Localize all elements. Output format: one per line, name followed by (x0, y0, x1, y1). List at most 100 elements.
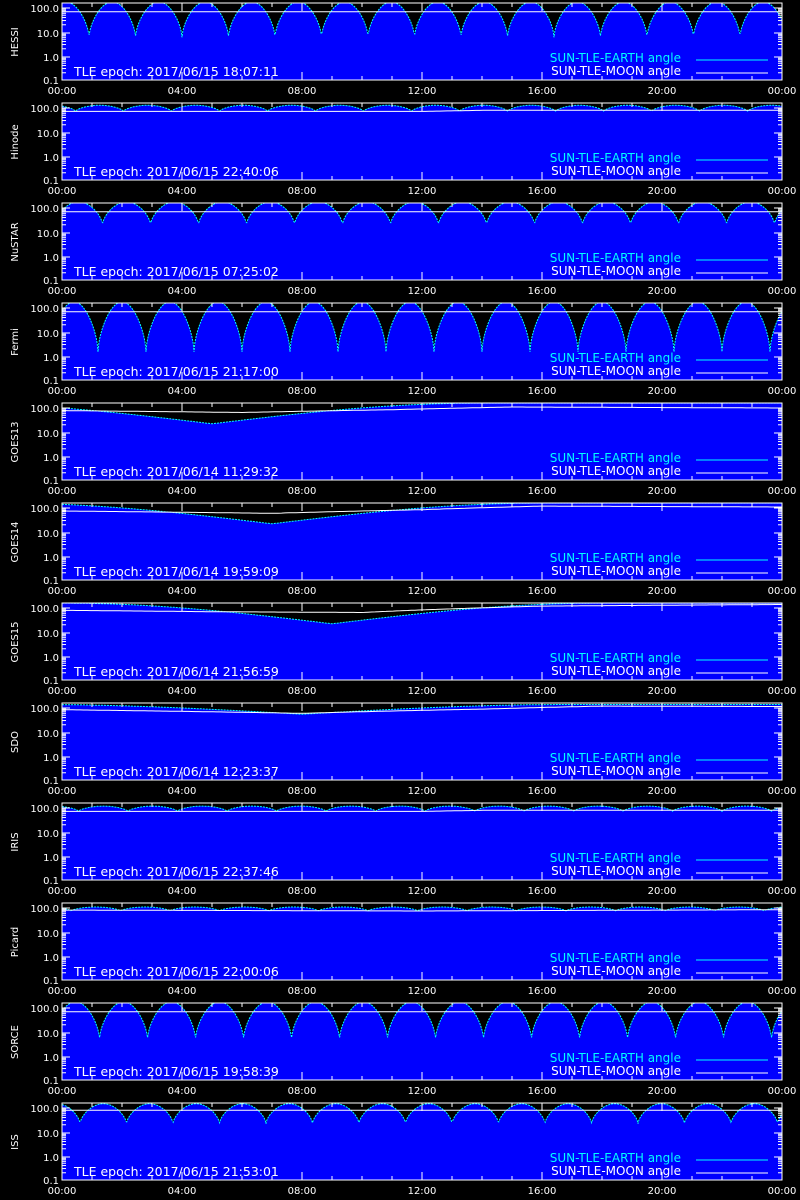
tle-epoch-text: TLE epoch: 2017/06/15 18:07:11 (73, 64, 279, 79)
y-tick-label: 100.0 (30, 404, 59, 415)
y-tick-label: 0.1 (43, 176, 59, 187)
earth-angle-line-goes13 (61, 402, 782, 425)
legend-moon-label: SUN-TLE-MOON angle (551, 564, 681, 578)
x-tick-label: 00:00 (48, 486, 77, 497)
y-tick-label: 0.1 (43, 1176, 59, 1187)
earth-angle-fill-hinode (62, 105, 782, 180)
x-tick-label: 00:00 (48, 86, 77, 97)
earth-angle-fill-sorce (62, 1003, 782, 1080)
legend-moon-label: SUN-TLE-MOON angle (551, 964, 681, 978)
legend-moon-label: SUN-TLE-MOON angle (551, 364, 681, 378)
y-tick-label: 0.1 (43, 876, 59, 887)
x-tick-label: 08:00 (288, 1186, 317, 1197)
x-tick-label: 00:00 (768, 386, 797, 397)
panel-iss: 100.010.01.00.100:00 04:00 08:00 12:00 16:00… (10, 1102, 797, 1197)
x-tick-label: 08:00 (288, 186, 317, 197)
legend-earth-label: SUN-TLE-EARTH angle (550, 351, 681, 365)
panel-goes14: 100.010.01.00.100:00 04:00 08:00 12:00 16:00… (10, 502, 796, 597)
y-tick-label: 0.1 (43, 776, 59, 787)
y-tick-label: 100.0 (30, 604, 59, 615)
legend-moon-label: SUN-TLE-MOON angle (551, 464, 681, 478)
panel-iris: 100.010.01.00.100:00 04:00 08:00 12:00 16:00… (10, 802, 797, 897)
satellite-label: GOES13 (10, 421, 21, 462)
y-tick-label: 0.1 (43, 476, 59, 487)
y-tick-label: 0.1 (43, 576, 59, 587)
legend-moon-label: SUN-TLE-MOON angle (551, 864, 681, 878)
y-tick-label: 100.0 (30, 104, 59, 115)
x-tick-label: 08:00 (288, 686, 317, 697)
x-tick-label: 04:00 (168, 186, 197, 197)
x-tick-label: 20:00 (648, 486, 677, 497)
satellite-label: SDO (10, 731, 21, 753)
x-tick-label: 08:00 (288, 286, 317, 297)
y-tick-label: 1.0 (43, 1053, 59, 1064)
y-tick-label: 0.1 (43, 76, 59, 87)
tle-epoch-text: TLE epoch: 2017/06/15 22:37:46 (73, 864, 279, 879)
x-tick-label: 00:00 (48, 586, 77, 597)
tle-epoch-text: TLE epoch: 2017/06/15 22:40:06 (73, 164, 279, 179)
x-tick-label: 04:00 (168, 586, 197, 597)
legend-earth-label: SUN-TLE-EARTH angle (550, 851, 681, 865)
y-tick-label: 10.0 (37, 229, 59, 240)
x-tick-label: 00:00 (768, 786, 797, 797)
tle-epoch-text: TLE epoch: 2017/06/15 21:53:01 (73, 1164, 279, 1179)
earth-angle-fill-goes14 (62, 503, 782, 580)
y-tick-label: 1.0 (43, 453, 59, 464)
legend-earth-label: SUN-TLE-EARTH angle (550, 451, 681, 465)
y-tick-label: 10.0 (37, 429, 59, 440)
x-tick-label: 20:00 (648, 686, 677, 697)
y-tick-label: 0.1 (43, 276, 59, 287)
x-tick-label: 12:00 (408, 1186, 437, 1197)
satellite-label: Picard (10, 927, 21, 958)
x-tick-label: 00:00 (48, 986, 77, 997)
x-tick-label: 12:00 (408, 886, 437, 897)
legend-earth-label: SUN-TLE-EARTH angle (550, 151, 681, 165)
x-tick-label: 20:00 (648, 1186, 677, 1197)
x-tick-label: 16:00 (528, 386, 557, 397)
x-tick-label: 04:00 (168, 986, 197, 997)
y-tick-label: 10.0 (37, 329, 59, 340)
legend-earth-label: SUN-TLE-EARTH angle (550, 951, 681, 965)
x-tick-label: 00:00 (768, 886, 797, 897)
x-tick-label: 08:00 (288, 886, 317, 897)
legend-moon-label: SUN-TLE-MOON angle (551, 664, 681, 678)
x-tick-label: 08:00 (288, 86, 317, 97)
x-tick-label: 12:00 (408, 986, 437, 997)
legend-earth-label: SUN-TLE-EARTH angle (550, 1051, 681, 1065)
x-tick-label: 00:00 (768, 686, 797, 697)
x-tick-label: 20:00 (648, 786, 677, 797)
legend-moon-label: SUN-TLE-MOON angle (551, 764, 681, 778)
earth-angle-fill-picard (62, 907, 782, 980)
tle-epoch-text: TLE epoch: 2017/06/14 19:59:09 (73, 564, 279, 579)
x-tick-label: 00:00 (768, 1186, 797, 1197)
x-tick-label: 20:00 (648, 286, 677, 297)
y-tick-label: 1.0 (43, 953, 59, 964)
x-tick-label: 12:00 (408, 386, 437, 397)
x-tick-label: 12:00 (408, 186, 437, 197)
x-tick-label: 12:00 (408, 486, 437, 497)
x-tick-label: 04:00 (168, 786, 197, 797)
x-tick-label: 04:00 (168, 1186, 197, 1197)
y-tick-label: 10.0 (37, 1029, 59, 1040)
legend-moon-label: SUN-TLE-MOON angle (551, 64, 681, 78)
y-tick-label: 100.0 (30, 504, 59, 515)
y-tick-label: 1.0 (43, 853, 59, 864)
x-tick-label: 20:00 (648, 386, 677, 397)
tle-epoch-text: TLE epoch: 2017/06/15 21:17:00 (73, 364, 279, 379)
panel-fermi: 100.010.01.00.100:00 04:00 08:00 12:00 16:00… (10, 302, 797, 397)
x-tick-label: 00:00 (768, 86, 797, 97)
earth-angle-fill-fermi (62, 303, 782, 380)
x-tick-label: 16:00 (528, 786, 557, 797)
earth-angle-line-hessi (62, 2, 783, 38)
tle-epoch-text: TLE epoch: 2017/06/14 12:23:37 (73, 764, 279, 779)
x-tick-label: 12:00 (408, 86, 437, 97)
x-tick-label: 12:00 (408, 586, 437, 597)
panel-sdo: 100.010.01.00.100:00 04:00 08:00 12:00 16:00… (10, 702, 797, 797)
x-tick-label: 00:00 (768, 1086, 797, 1097)
x-tick-label: 00:00 (48, 386, 77, 397)
earth-angle-fill-nustar (62, 203, 782, 280)
x-tick-label: 04:00 (168, 486, 197, 497)
legend-moon-label: SUN-TLE-MOON angle (551, 1064, 681, 1078)
y-tick-label: 0.1 (43, 976, 59, 987)
